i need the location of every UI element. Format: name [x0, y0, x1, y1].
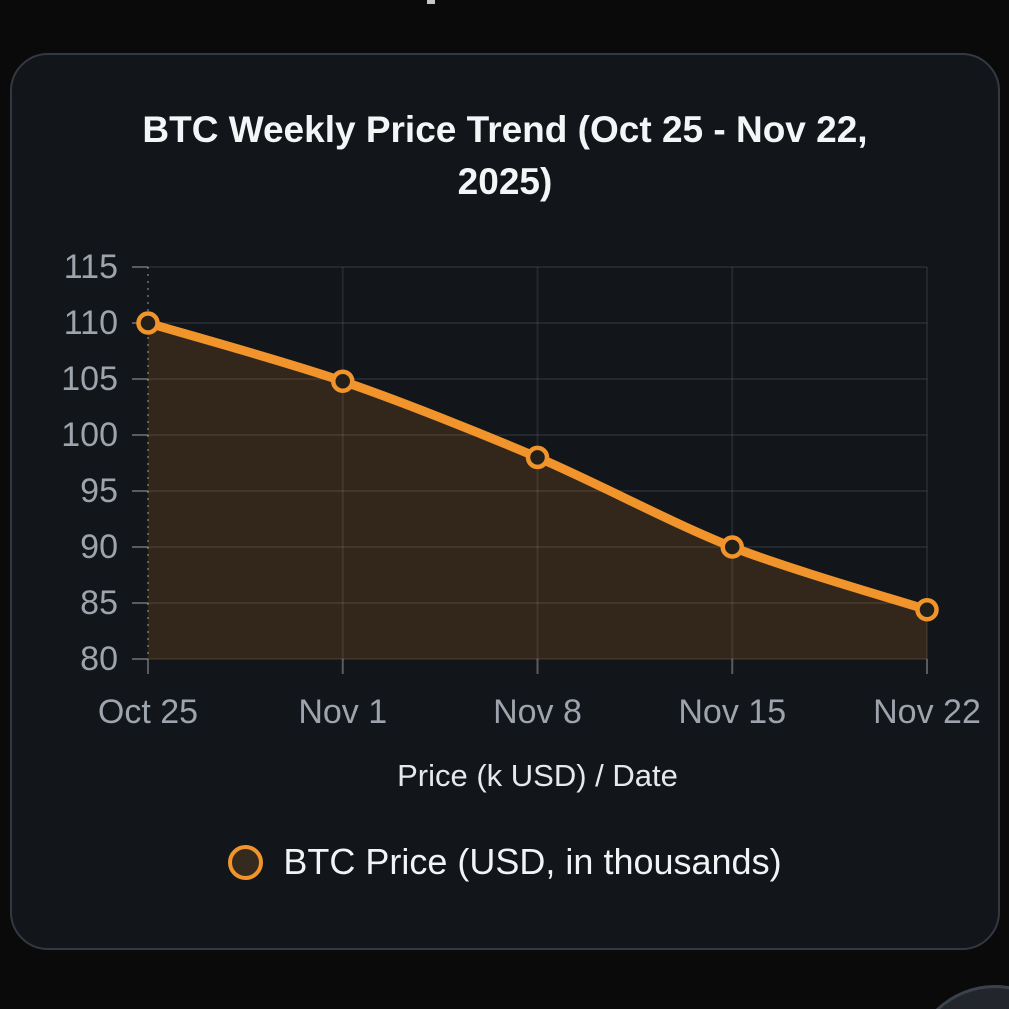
chart-title: BTC Weekly Price Trend (Oct 25 - Nov 22,…	[10, 104, 1000, 208]
legend-marker-icon	[228, 844, 264, 880]
data-point-marker	[136, 311, 160, 335]
x-tick-label: Nov 22	[873, 693, 981, 731]
y-tick-label: 115	[64, 248, 118, 286]
top-cursor-fragment	[427, 0, 435, 4]
data-point-marker	[525, 445, 550, 470]
data-point-marker	[720, 535, 744, 559]
legend-label: BTC Price (USD, in thousands)	[283, 841, 782, 882]
chart-title-line1: BTC Weekly Price Trend (Oct 25 - Nov 22,	[142, 109, 868, 150]
y-tick-label: 95	[80, 472, 118, 510]
chart-card	[10, 53, 1000, 950]
x-tick-label: Nov 8	[493, 693, 582, 731]
chart-legend: BTC Price (USD, in thousands)	[10, 836, 1000, 888]
y-tick-label: 80	[80, 640, 118, 678]
x-axis-title: Price (k USD) / Date	[397, 758, 678, 793]
y-tick-label: 110	[64, 304, 118, 342]
y-tick-label: 90	[80, 528, 118, 566]
x-tick-label: Nov 1	[298, 693, 387, 731]
data-point-marker	[331, 369, 355, 393]
chart-title-line2: 2025)	[457, 161, 553, 202]
y-tick-label: 85	[80, 584, 118, 622]
y-tick-label: 105	[61, 360, 118, 398]
x-tick-label: Nov 15	[678, 693, 786, 731]
data-point-marker	[915, 597, 939, 622]
x-tick-label: Oct 25	[98, 693, 198, 731]
area-fill	[148, 323, 927, 659]
y-tick-label: 100	[61, 416, 118, 454]
